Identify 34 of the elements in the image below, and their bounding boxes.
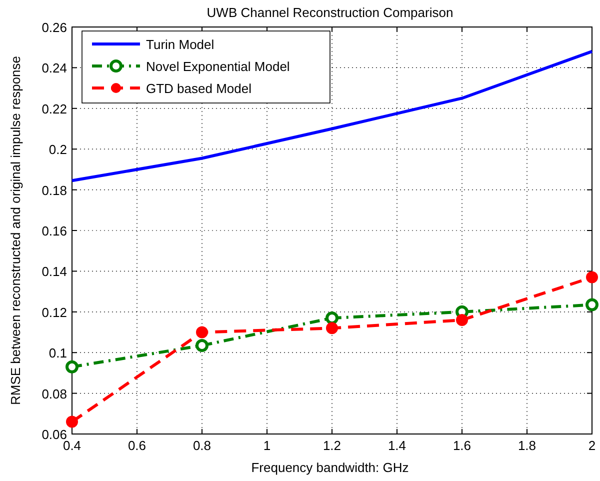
y-tick-label: 0.22 (42, 101, 67, 116)
point (196, 326, 208, 338)
y-tick-label: 0.12 (42, 304, 67, 320)
point (196, 338, 208, 352)
y-tick-label: 0.14 (42, 264, 67, 280)
y-tick-label: 0.18 (42, 182, 67, 198)
x-tick-label: 1.2 (322, 438, 342, 453)
x-tick-label: 0.6 (128, 438, 146, 453)
line-series (70, 50, 594, 182)
x-tick-label: 1.8 (518, 438, 536, 453)
y-tick-label: 0.16 (42, 224, 67, 238)
y-axis-title: RMSE between reconstructed and original impulse response (8, 56, 23, 406)
point (456, 314, 468, 326)
point (326, 312, 338, 325)
x-tick-label: 2 (588, 438, 596, 453)
legend-label: GTD based Model (146, 81, 252, 96)
point (326, 322, 338, 334)
y-tick-label: 0.26 (42, 20, 67, 35)
legend-label: Novel Exponential Model (146, 59, 290, 74)
x-tick-label: 1.4 (388, 438, 406, 453)
y-tick-label: 0.1 (48, 346, 67, 361)
point (66, 360, 78, 374)
point (66, 416, 78, 428)
x-tick-label: 1.6 (452, 438, 472, 453)
legend-label: Turin Model (146, 37, 214, 52)
point (586, 271, 598, 284)
x-tick-label: 1 (263, 438, 271, 453)
point (586, 298, 598, 312)
x-tick-label: 0.8 (192, 438, 212, 453)
y-tick-label: 0.08 (42, 386, 67, 402)
y-tick-label: 0.24 (42, 60, 67, 76)
chart-title: UWB Channel Reconstruction Comparison (206, 5, 454, 20)
x-axis-title: Frequency bandwidth: GHz (251, 460, 409, 475)
y-tick-label: 0.2 (48, 142, 67, 158)
